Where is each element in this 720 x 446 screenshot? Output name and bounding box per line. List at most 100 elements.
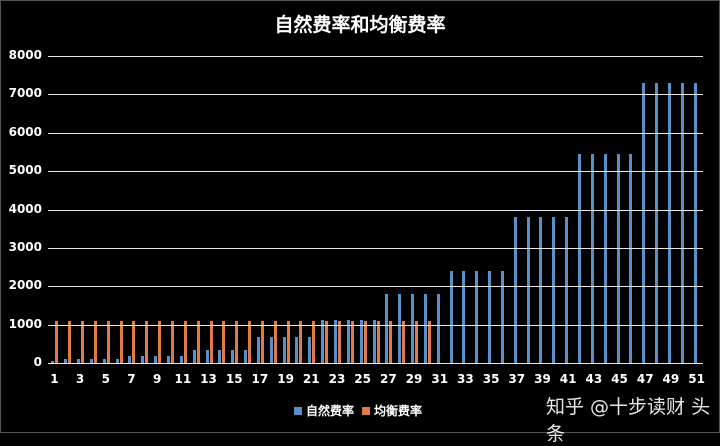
bar [552,217,556,363]
bar [423,293,427,363]
bar [269,336,273,363]
gridline [48,363,703,364]
bar [565,217,569,363]
x-tick-label: 37 [508,372,526,386]
bar [655,82,659,363]
x-tick-label: 17 [251,372,269,386]
bar [616,153,620,363]
bar [526,217,530,363]
bar [145,320,149,363]
bar [64,359,68,363]
bar [299,320,303,363]
bar [385,293,389,363]
legend-label-natural: 自然费率 [306,404,355,418]
bar [411,293,415,363]
y-tick-label: 0 [33,355,42,369]
bar [183,320,187,363]
bar [590,153,594,363]
gridline [48,247,703,249]
bar [55,320,59,363]
bar [415,320,419,363]
bar [402,320,406,363]
bar [308,336,312,363]
bar [222,320,226,363]
bar [346,319,350,363]
x-tick-label: 43 [585,372,603,386]
x-tick-label: 33 [457,372,474,386]
bar [106,320,110,363]
bar [475,270,479,363]
bar [93,320,97,363]
bar [376,320,380,363]
bar [51,361,55,363]
bar [389,320,393,363]
bar [286,320,290,363]
bar [603,153,607,363]
bar [462,270,466,363]
bar [179,356,183,363]
bar [248,320,252,363]
bar [337,320,341,363]
bar [539,217,543,363]
bar [333,319,337,363]
bar [128,356,132,363]
legend-swatch-natural [294,406,302,415]
bar [132,320,136,363]
y-tick-label: 7000 [8,86,42,101]
bar [158,320,162,363]
bar [325,320,329,363]
y-tick-label: 1000 [8,316,42,331]
bar [350,320,354,363]
x-tick-label: 19 [277,372,294,386]
gridline [48,209,703,211]
x-tick-label: 7 [127,372,136,386]
x-tick-label: 27 [379,372,397,386]
plot-area [48,56,703,363]
bar [218,349,222,363]
bar [680,82,684,363]
x-tick-label: 35 [482,372,500,386]
gridline [48,324,703,326]
bar [436,293,440,363]
y-tick-label: 3000 [8,239,42,254]
bar [196,320,200,363]
bar [154,356,158,363]
y-tick-label: 8000 [8,48,42,62]
bar [488,270,492,363]
x-tick-label: 15 [225,372,243,386]
bar [68,320,72,363]
y-tick-label: 6000 [8,124,42,139]
chart-title: 自然费率和均衡费率 [274,14,446,36]
bar [667,82,671,363]
bar [244,349,248,363]
bar [81,320,85,363]
y-tick-label: 5000 [8,163,42,178]
x-tick-label: 47 [636,372,654,386]
x-tick-label: 25 [354,372,371,386]
bar [427,320,431,363]
bar [449,270,453,363]
bar [273,320,277,363]
x-tick-label: 51 [688,372,705,386]
bar [398,293,402,363]
x-tick-label: 9 [152,372,162,386]
legend: 自然费率 均衡费率 [294,402,422,419]
bar [295,336,299,363]
x-tick-label: 3 [75,372,85,386]
bar [192,349,196,363]
x-tick-label: 49 [662,372,680,386]
bar [205,349,209,363]
bar [141,356,145,363]
legend-label-level: 均衡费率 [374,404,423,418]
bar [359,319,363,363]
bar [629,153,633,363]
x-tick-label: 23 [328,372,346,386]
bar [235,320,239,363]
x-tick-label: 39 [534,372,551,386]
gridline [48,171,703,173]
bar [89,359,93,363]
bar [77,359,81,363]
gridline [48,286,703,288]
bar [282,336,286,363]
bar [260,320,264,363]
